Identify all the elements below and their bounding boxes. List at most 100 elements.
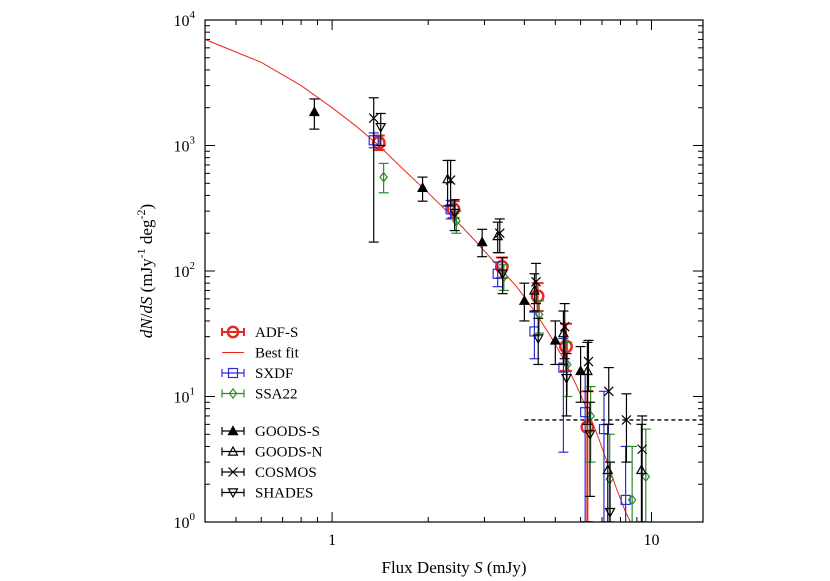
data-point-cosmos: [445, 175, 456, 186]
data-point-shades: [497, 269, 509, 280]
data-point-cosmos: [583, 356, 594, 367]
legend-item-ssa22: SSA22: [221, 387, 298, 403]
legend-marker-goods-s: [227, 425, 239, 436]
legend-label-shades: SHADES: [255, 486, 313, 502]
legend-item-adf-s: ADF-S: [221, 325, 298, 341]
data-point-cosmos: [637, 444, 648, 455]
data-layer: [308, 97, 651, 522]
y-axis-label-dn: dN: [137, 317, 156, 339]
legend-item-goods-n: GOODS-N: [221, 445, 323, 461]
data-point-shades: [375, 122, 387, 133]
legend-item-best-fit: Best fit: [222, 346, 300, 362]
y-tick-label-exponent: 0: [190, 511, 196, 523]
legend: ADF-S Best fit SXDF SSA22 GOODS-S GOODS-N COSM…: [221, 325, 323, 502]
y-tick-label-base: 10: [174, 13, 190, 30]
legend-label-ssa22: SSA22: [255, 387, 298, 403]
y-tick-label-exponent: 3: [190, 135, 196, 147]
legend-label-sxdf: SXDF: [255, 366, 293, 382]
y-axis-label-unit-open: (mJy: [137, 258, 156, 297]
data-point-ssa22: [452, 215, 461, 227]
y-tick-label-base: 10: [174, 390, 190, 407]
data-point-ssa22: [586, 410, 596, 422]
series-goods-s: [308, 98, 587, 403]
data-point-cosmos: [368, 113, 379, 124]
data-point-ssa22: [641, 471, 651, 483]
data-point-goods-s: [549, 334, 561, 345]
data-point-goods-s: [476, 236, 488, 247]
data-point-ssa22: [379, 171, 388, 183]
data-point-goods-n: [581, 365, 593, 376]
plot-frame: [204, 19, 704, 523]
data-point-shades: [584, 430, 596, 441]
y-tick-label-base: 10: [174, 139, 190, 156]
y-axis-label: dN/dS (mJy-1 deg-2): [134, 204, 156, 338]
data-point-goods-n: [635, 464, 647, 475]
data-point-goods-n: [528, 284, 540, 295]
x-axis-label-prefix: Flux Density: [382, 558, 475, 577]
data-point-goods-s: [518, 294, 530, 305]
y-tick-label-exponent: 4: [190, 9, 196, 21]
series-shades: [375, 112, 616, 522]
series-sxdf: [368, 132, 631, 522]
legend-marker-cosmos: [228, 467, 238, 477]
data-point-ssa22: [562, 359, 572, 370]
y-axis-label-exp2: -2: [134, 210, 148, 220]
data-point-ssa22: [627, 494, 637, 506]
data-point-goods-s: [308, 106, 320, 117]
x-tick-label: 10: [643, 532, 659, 549]
legend-marker-shades: [227, 488, 239, 499]
data-point-cosmos: [621, 415, 632, 425]
y-tick-label: 101: [174, 386, 196, 407]
x-tick-label: 1: [328, 532, 336, 549]
data-point-goods-s: [575, 365, 587, 376]
legend-label-goods-s: GOODS-S: [255, 424, 320, 440]
data-point-shades: [604, 507, 616, 518]
legend-label-cosmos: COSMOS: [255, 465, 317, 481]
legend-label-goods-n: GOODS-N: [255, 445, 323, 461]
legend-item-cosmos: COSMOS: [221, 465, 317, 481]
legend-marker-adf-s: [226, 325, 240, 339]
data-point-adf-s: [530, 289, 545, 304]
legend-marker-goods-n: [227, 445, 239, 456]
data-point-cosmos: [494, 228, 505, 239]
y-tick-label: 102: [174, 260, 196, 281]
data-point-shades: [532, 334, 544, 345]
data-point-cosmos: [531, 276, 541, 287]
x-axis-label: Flux Density S (mJy): [382, 558, 527, 577]
data-point-cosmos: [603, 386, 614, 397]
legend-marker-sxdf: [227, 367, 239, 379]
data-point-cosmos: [559, 321, 570, 332]
x-axis-label-variable: S: [474, 558, 483, 577]
data-point-ssa22: [534, 309, 544, 320]
legend-item-shades: SHADES: [221, 486, 313, 502]
y-axis-label-ds: dS: [137, 296, 156, 314]
y-tick-label-base: 10: [174, 264, 190, 281]
data-point-shades: [449, 208, 461, 219]
data-point-adf-s: [559, 339, 573, 354]
data-point-goods-n: [557, 327, 569, 338]
y-axis-label-slash: /: [137, 313, 156, 318]
y-tick-label: 104: [174, 9, 196, 30]
legend-item-sxdf: SXDF: [221, 366, 293, 382]
series-cosmos: [368, 97, 648, 522]
legend-item-goods-s: GOODS-S: [221, 424, 320, 440]
legend-label-adf-s: ADF-S: [255, 325, 298, 341]
data-point-shades: [560, 373, 573, 384]
y-axis-label-unit-close: ): [137, 204, 156, 210]
data-point-goods-s: [417, 182, 429, 193]
y-tick-label-base: 10: [174, 515, 190, 532]
series-goods-n: [442, 159, 647, 522]
y-axis-label-exp1: -1: [134, 248, 148, 258]
data-point-sxdf: [620, 494, 631, 506]
legend-label-best-fit: Best fit: [255, 346, 300, 362]
x-axis-label-unit: (mJy): [483, 558, 527, 577]
y-tick-label-exponent: 2: [190, 260, 196, 272]
legend-marker-ssa22: [228, 388, 238, 399]
y-tick-label-exponent: 1: [190, 386, 196, 398]
y-tick-label: 100: [174, 511, 196, 532]
series-adf-s: [371, 134, 595, 522]
y-axis-label-deg: deg: [137, 219, 156, 248]
y-tick-label: 103: [174, 135, 196, 156]
